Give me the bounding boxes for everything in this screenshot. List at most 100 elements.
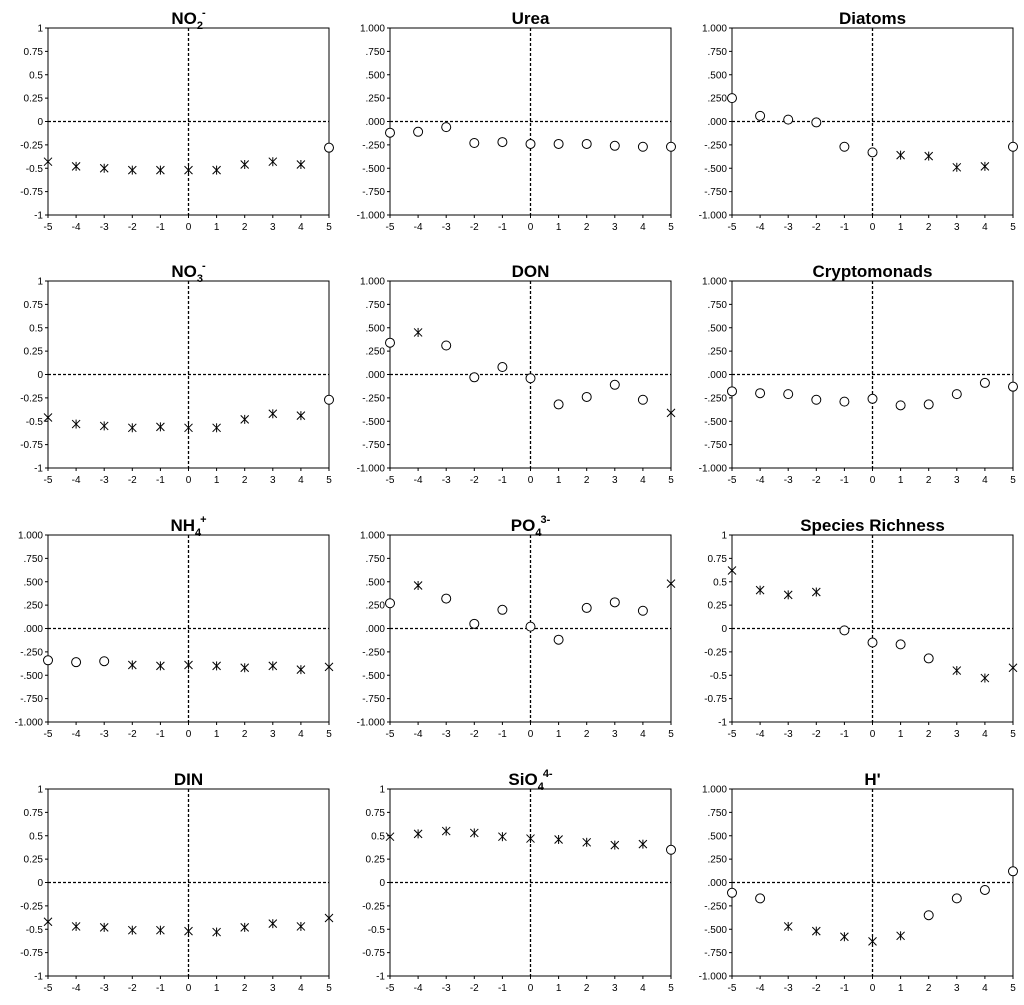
chart-title-main: DON — [512, 262, 550, 281]
data-point-circle — [553, 138, 564, 149]
x-tick-label: -5 — [44, 729, 53, 740]
y-tick-label: .250 — [708, 94, 728, 105]
data-point-star — [268, 409, 278, 419]
chart-title-main: NO — [171, 262, 197, 281]
y-tick-label: 1.000 — [702, 24, 727, 35]
data-point-circle — [581, 138, 592, 149]
chart-title: Diatoms — [839, 9, 906, 28]
data-point-circle — [839, 396, 850, 407]
x-tick-label: 4 — [982, 475, 988, 486]
data-point-circle — [895, 639, 906, 650]
data-point-star — [980, 673, 990, 683]
data-point-circle — [727, 887, 737, 898]
chart-title-sub: 3 — [197, 273, 203, 285]
y-tick-label: .500 — [708, 323, 728, 334]
y-tick-label: -.500 — [362, 671, 385, 682]
x-tick-label: 5 — [326, 729, 332, 740]
data-point-star — [212, 165, 221, 175]
x-tick-label: 4 — [298, 729, 304, 740]
chart-title-main: Urea — [512, 9, 550, 28]
data-point-circle — [441, 122, 452, 133]
x-tick-label: -3 — [442, 983, 451, 994]
data-point-star — [156, 925, 165, 935]
x-tick-label: -2 — [812, 729, 821, 740]
data-point-star — [413, 580, 423, 590]
chart-title-sub: 4 — [535, 527, 542, 539]
x-tick-label: 5 — [326, 983, 332, 994]
data-point-star — [413, 829, 423, 839]
x-tick-label: 1 — [214, 729, 220, 740]
data-point-star — [896, 931, 905, 941]
chart-title-sub: 2 — [197, 20, 203, 32]
y-tick-label: 0.75 — [708, 554, 728, 565]
data-point-circle — [666, 141, 676, 152]
y-tick-label: .250 — [708, 855, 728, 866]
x-tick-label: 0 — [528, 729, 534, 740]
data-point-circle — [923, 399, 934, 410]
data-point-circle — [525, 621, 536, 632]
x-tick-label: -2 — [812, 475, 821, 486]
x-tick-label: 1 — [556, 729, 562, 740]
data-point-circle — [71, 657, 82, 668]
data-point-star — [240, 663, 250, 673]
y-tick-label: -0.75 — [20, 440, 43, 451]
x-tick-label: -5 — [386, 475, 395, 486]
x-tick-label: 5 — [1010, 983, 1016, 994]
chart-panel-0: NO2-10.750.50.250-0.25-0.5-0.75-1-5 -4 -3-… — [20, 7, 334, 233]
data-point-circle — [1008, 141, 1018, 152]
y-tick-label: 0.25 — [24, 94, 44, 105]
data-point-star — [896, 150, 905, 160]
x-tick-label: 4 — [298, 222, 304, 233]
y-tick-label: -.500 — [704, 164, 727, 175]
y-tick-label: -1.000 — [357, 464, 386, 475]
y-tick-label: .250 — [708, 347, 728, 358]
data-point-star — [324, 913, 334, 923]
data-point-star — [127, 165, 137, 175]
x-tick-label: -3 — [784, 475, 793, 486]
y-tick-label: .250 — [366, 94, 386, 105]
data-point-circle — [1008, 381, 1018, 392]
data-point-star — [296, 160, 306, 170]
y-tick-label: -.500 — [20, 671, 43, 682]
x-tick-label: 3 — [270, 729, 276, 740]
y-tick-label: -.500 — [362, 164, 385, 175]
data-point-circle — [385, 337, 395, 348]
x-tick-label: -2 — [812, 983, 821, 994]
x-tick-label: 1 — [556, 475, 562, 486]
y-tick-label: .750 — [708, 300, 728, 311]
data-point-star — [43, 413, 53, 423]
x-tick-label: 1 — [214, 475, 220, 486]
x-tick-label: 2 — [584, 475, 590, 486]
x-tick-label: 4 — [982, 983, 988, 994]
data-point-star — [43, 157, 53, 167]
x-tick-label: -3 — [784, 222, 793, 233]
data-point-star — [554, 834, 563, 844]
y-tick-label: .500 — [24, 577, 44, 588]
x-tick-label: -2 — [470, 729, 479, 740]
data-point-circle — [867, 637, 878, 648]
x-tick-label: -4 — [756, 222, 765, 233]
data-point-star — [71, 921, 81, 931]
x-tick-label: -5 — [728, 729, 737, 740]
data-point-circle — [609, 597, 620, 608]
data-point-star — [296, 665, 306, 675]
chart-title-sup: - — [202, 260, 206, 272]
x-tick-label: 5 — [668, 983, 674, 994]
data-point-circle — [385, 598, 395, 609]
x-tick-label: -2 — [128, 475, 137, 486]
y-tick-label: 0.75 — [366, 808, 386, 819]
x-tick-label: 3 — [612, 475, 618, 486]
x-tick-label: 2 — [584, 222, 590, 233]
data-point-star — [184, 926, 193, 936]
data-point-star — [783, 590, 793, 600]
x-tick-label: 3 — [612, 222, 618, 233]
y-tick-label: -1 — [34, 972, 43, 983]
data-point-star — [127, 423, 137, 433]
x-tick-label: -1 — [840, 475, 849, 486]
y-tick-label: -.750 — [704, 187, 727, 198]
x-tick-label: 5 — [668, 475, 674, 486]
y-tick-label: 1 — [37, 24, 43, 35]
data-point-circle — [923, 910, 934, 921]
chart-title-sup: 3- — [540, 514, 550, 526]
y-tick-label: 0.75 — [24, 300, 44, 311]
